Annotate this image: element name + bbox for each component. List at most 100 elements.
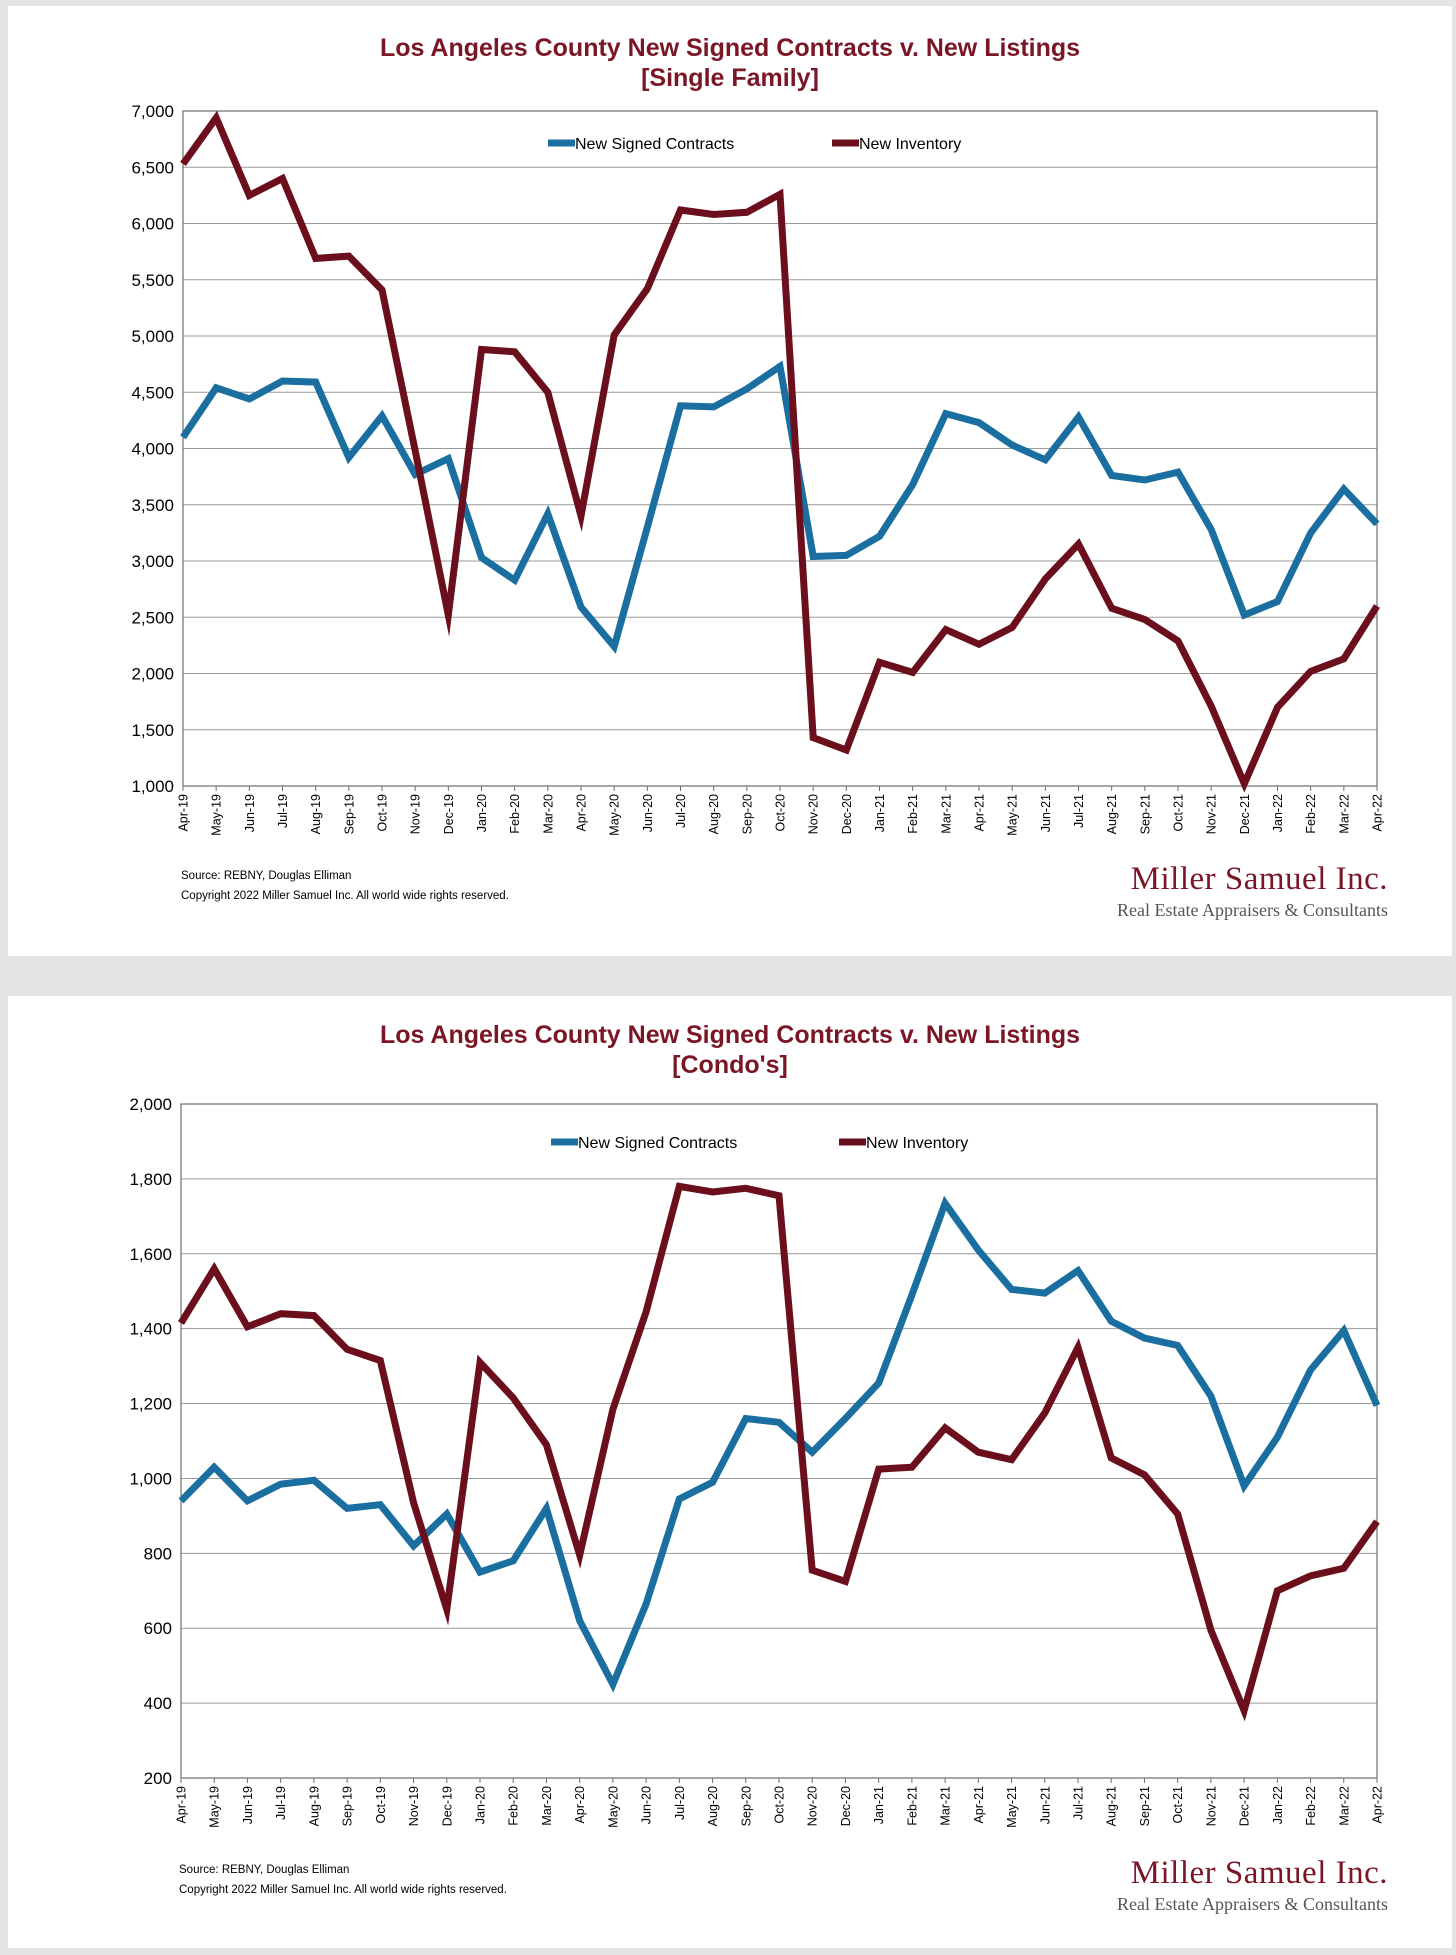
x-tick-label: Jan-21 [872,1786,886,1824]
y-tick-label: 2,500 [131,608,174,627]
y-tick-label: 1,000 [129,1469,172,1488]
series-line-new-signed-contracts [180,360,1380,654]
x-tick-label: Jul-20 [673,1786,687,1820]
y-tick-label: 3,000 [131,552,174,571]
x-tick-label: May-21 [1005,1786,1019,1828]
x-tick-label: Nov-19 [407,1786,421,1826]
y-tick-label: 1,400 [129,1320,172,1339]
x-tick-label: Apr-20 [573,1786,587,1824]
chart-title-line: Los Angeles County New Signed Contracts … [379,34,1081,62]
brand-logo: Miller Samuel Inc. Real Estate Appraiser… [1117,1854,1388,1916]
y-tick-label: 1,000 [131,777,174,796]
chart-subtitle: [Condo's] [672,1051,788,1079]
brand-tagline: Real Estate Appraisers & Consultants [1117,900,1388,920]
x-tick-label: Oct-21 [1171,1786,1185,1824]
x-tick-label: Feb-22 [1304,1786,1318,1826]
x-tick-label: Dec-21 [1238,1786,1252,1826]
x-tick-label: Sep-19 [342,794,356,834]
series-line-new-inventory [180,110,1380,793]
x-tick-label: Jul-19 [276,794,290,828]
x-tick-label: Jan-20 [475,794,489,832]
y-tick-label: 3,500 [131,496,174,515]
x-tick-label: Jul-21 [1072,1786,1086,1820]
chart-title: Los Angeles County New Signed Contracts … [8,1020,1452,1080]
y-tick-label: 400 [144,1694,172,1713]
chart-subtitle: [Single Family] [641,64,819,92]
y-tick-label: 4,500 [131,383,174,402]
x-tick-label: Mar-21 [939,794,953,834]
y-tick-label: 7,000 [131,102,174,121]
x-tick-label: Dec-19 [442,794,456,834]
line-chart-condo: 200 400 600 800 1,000 1,200 1,400 1,600 1,800 2,0… [129,1095,1385,1828]
y-tick-label: 5,000 [131,327,174,346]
x-tick-label: Oct-19 [374,1786,388,1824]
x-tick-label: Apr-21 [973,794,987,832]
copyright-text: Copyright 2022 Miller Samuel Inc. All wo… [181,890,509,902]
source-note: Source: REBNY, Douglas Elliman Copyright… [179,1860,507,1900]
brand-logo: Miller Samuel Inc. Real Estate Appraiser… [1117,860,1388,922]
x-tick-label: Jul-19 [274,1786,288,1820]
chart-panel-single-family: Los Angeles County New Signed Contracts … [8,6,1452,956]
x-tick-label: Oct-21 [1172,794,1186,832]
y-tick-label: 1,200 [129,1395,172,1414]
x-tick-label: Jun-21 [1039,794,1053,832]
x-tick-label: Mar-21 [939,1786,953,1826]
x-tick-label: Jun-19 [241,1786,255,1824]
x-tick-label: Apr-22 [1371,1786,1385,1824]
x-tick-label: Aug-21 [1105,1786,1119,1826]
x-tick-label: Nov-21 [1204,1786,1218,1826]
x-tick-label: Apr-21 [972,1786,986,1824]
x-tick-label: Aug-19 [309,794,323,834]
y-tick-label: 6,500 [131,158,174,177]
x-tick-label: Oct-20 [774,794,788,832]
x-tick-label: Apr-22 [1371,794,1385,832]
x-tick-label: Dec-21 [1238,794,1252,834]
x-tick-label: Sep-21 [1138,1786,1152,1826]
x-tick-label: Sep-21 [1138,794,1152,834]
x-tick-label: May-20 [608,794,622,836]
x-tick-label: Jan-20 [474,1786,488,1824]
x-tick-label: Mar-20 [541,794,555,834]
chart-title-line: Los Angeles County New Signed Contracts … [379,1021,1081,1049]
x-tick-label: Feb-22 [1304,794,1318,834]
x-tick-label: Jun-19 [243,794,257,832]
x-tick-label: Apr-19 [177,794,191,832]
y-tick-label: 6,000 [131,215,174,234]
y-tick-label: 2,000 [129,1095,172,1114]
y-tick-label: 600 [144,1619,172,1638]
y-tick-label: 800 [144,1544,172,1563]
x-tick-label: May-19 [210,794,224,836]
legend-label: New Inventory [859,136,961,153]
x-tick-label: Feb-21 [906,794,920,834]
line-chart-single-family: 1,000 1,500 2,000 2,500 3,000 3,500 4,000 4,500… [131,102,1385,836]
x-tick-label: Mar-20 [540,1786,554,1826]
x-tick-label: Oct-20 [773,1786,787,1824]
x-tick-label: Apr-20 [575,794,589,832]
y-tick-label: 2,000 [131,665,174,684]
brand-tagline: Real Estate Appraisers & Consultants [1117,1894,1388,1914]
x-tick-label: Oct-19 [376,794,390,832]
brand-name: Miller Samuel Inc. [1130,1855,1388,1891]
x-tick-label: Jun-20 [641,794,655,832]
y-tick-label: 5,500 [131,271,174,290]
x-tick-label: Mar-22 [1337,1786,1351,1826]
y-tick-label: 1,800 [129,1170,172,1189]
x-tick-label: Jan-21 [873,794,887,832]
x-tick-label: Feb-20 [507,1786,521,1826]
x-tick-label: Jul-21 [1072,794,1086,828]
x-tick-label: Apr-19 [175,1786,189,1824]
x-tick-label: Dec-19 [440,1786,454,1826]
series-line-new-inventory [178,1182,1380,1722]
x-tick-label: Feb-21 [905,1786,919,1826]
x-tick-label: Aug-21 [1105,794,1119,834]
series-line-new-signed-contracts [178,1195,1381,1693]
legend-label: New Signed Contracts [575,136,734,153]
x-tick-label: Aug-20 [707,794,721,834]
chart-title: Los Angeles County New Signed Contracts … [8,33,1452,93]
copyright-text: Copyright 2022 Miller Samuel Inc. All wo… [179,1884,507,1896]
x-tick-label: Dec-20 [840,794,854,834]
brand-name: Miller Samuel Inc. [1130,861,1388,897]
x-tick-label: Feb-20 [508,794,522,834]
y-tick-label: 4,000 [131,440,174,459]
x-tick-label: Sep-19 [341,1786,355,1826]
